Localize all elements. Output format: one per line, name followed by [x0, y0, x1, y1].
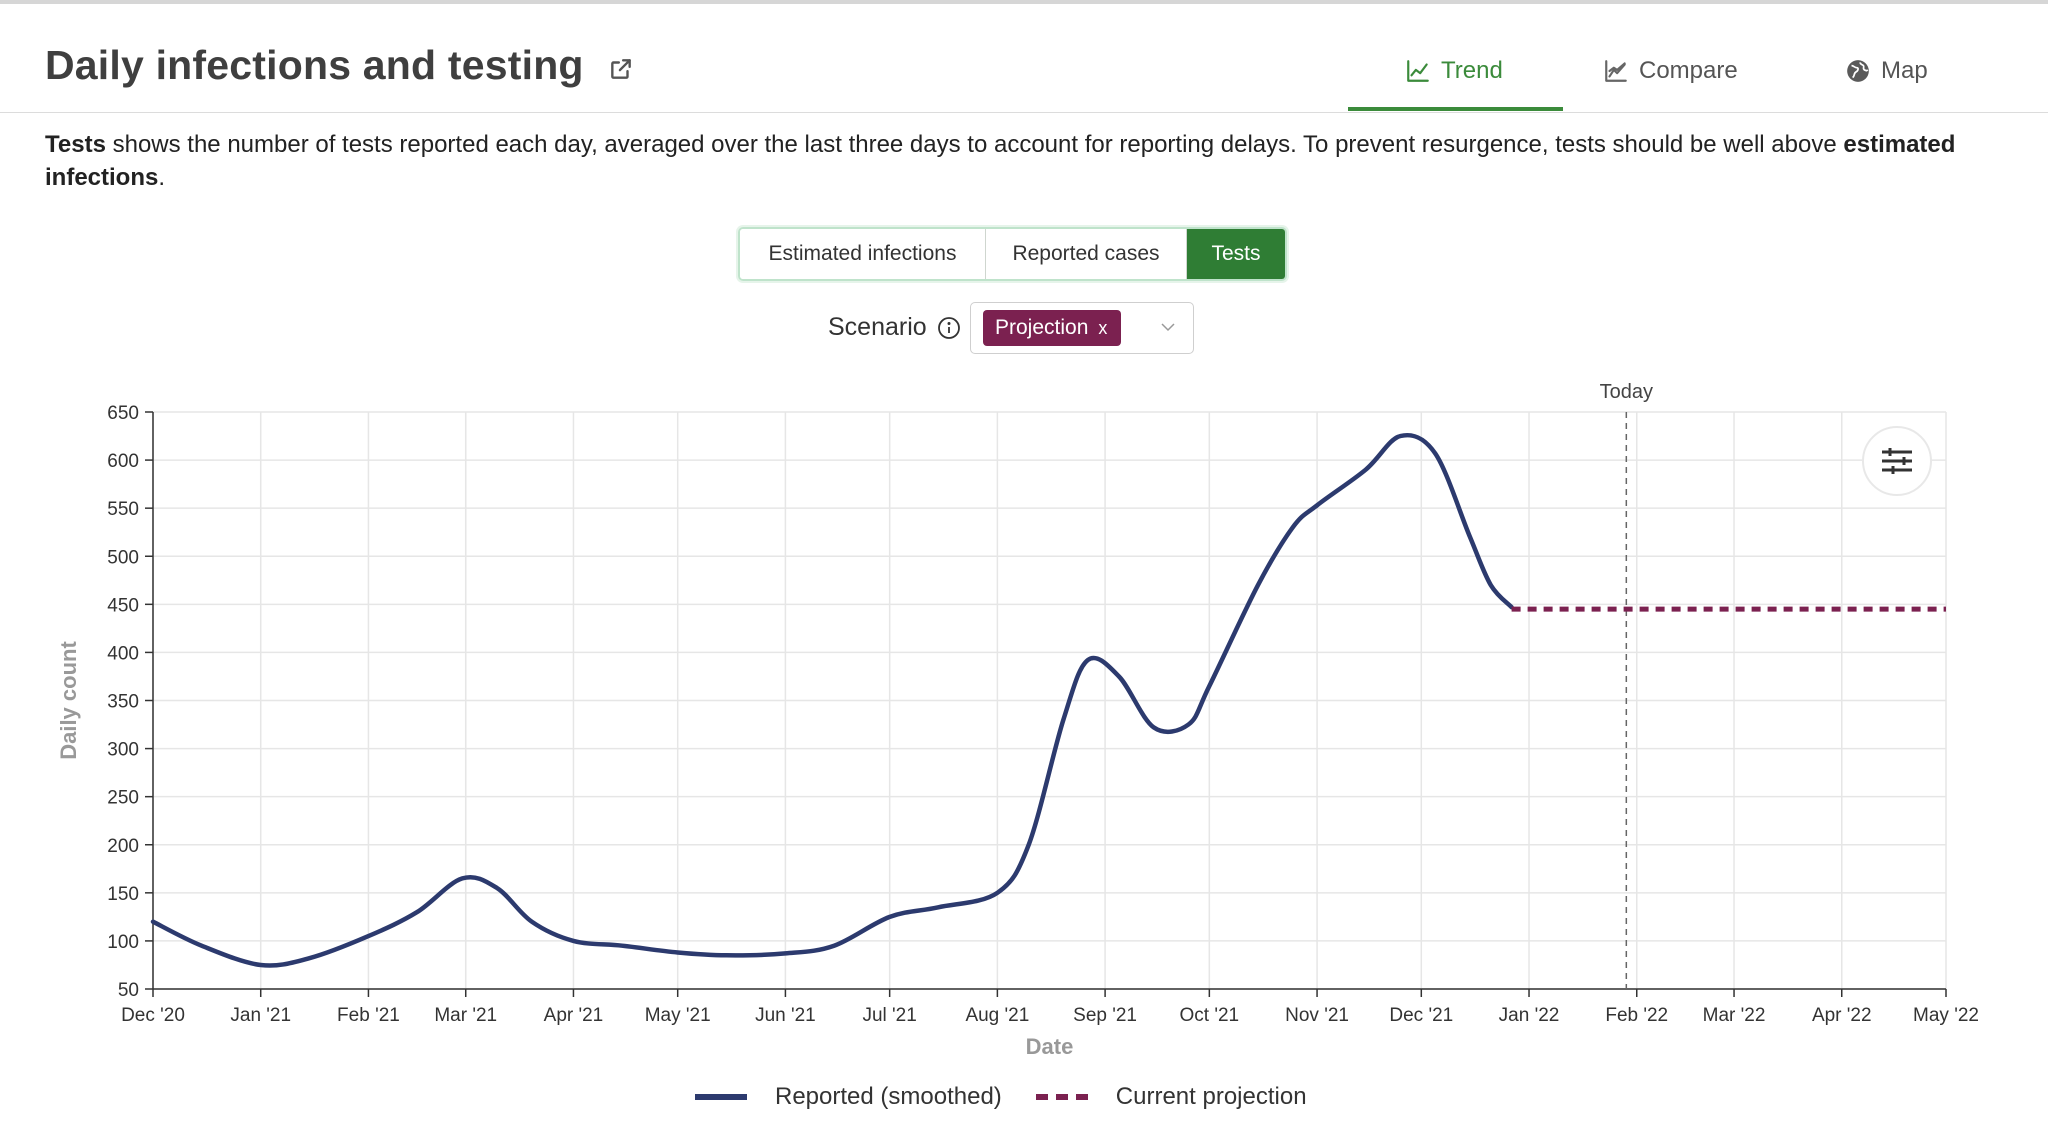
- tab-map[interactable]: Map: [1845, 54, 1928, 88]
- scenario-select[interactable]: Projection x: [970, 302, 1194, 354]
- toggle-tests[interactable]: Tests: [1187, 229, 1285, 279]
- scenario-tag: Projection x: [983, 310, 1122, 346]
- scenario-label: Scenario: [828, 313, 961, 342]
- description-lead: Tests: [45, 131, 106, 158]
- globe-icon: [1847, 60, 1869, 82]
- tab-trend[interactable]: Trend: [1405, 54, 1503, 88]
- tab-map-label: Map: [1881, 57, 1928, 84]
- y-tick-label: 650: [107, 403, 139, 424]
- x-tick-label: Apr '22: [1812, 1005, 1872, 1026]
- toggle-reported-cases[interactable]: Reported cases: [986, 229, 1187, 279]
- x-tick-label: Apr '21: [544, 1005, 604, 1026]
- legend-swatch-reported: [695, 1094, 747, 1100]
- x-tick-label: Jan '22: [1499, 1005, 1560, 1026]
- y-tick-label: 500: [107, 547, 139, 568]
- chart-settings-button[interactable]: [1862, 426, 1932, 496]
- x-tick-label: Dec '21: [1389, 1005, 1453, 1026]
- y-tick-label: 200: [107, 836, 139, 857]
- x-tick-label: Jun '21: [755, 1005, 816, 1026]
- y-tick-label: 600: [107, 451, 139, 472]
- legend-swatch-projection: [1035, 1094, 1088, 1100]
- x-tick-label: Oct '21: [1180, 1005, 1240, 1026]
- chevron-down-icon[interactable]: [1159, 318, 1177, 336]
- x-tick-label: May '21: [645, 1005, 711, 1026]
- tab-trend-label: Trend: [1441, 57, 1503, 84]
- tab-compare-label: Compare: [1639, 57, 1738, 84]
- active-tab-indicator: [1348, 107, 1563, 111]
- description-text: shows the number of tests reported each …: [105, 131, 1844, 158]
- y-tick-label: 100: [107, 932, 139, 953]
- x-tick-label: Aug '21: [965, 1005, 1029, 1026]
- info-icon[interactable]: [937, 316, 961, 340]
- y-axis-title: Daily count: [56, 641, 81, 760]
- x-tick-label: Feb '21: [337, 1005, 400, 1026]
- description-end: .: [158, 164, 166, 191]
- page-title: Daily infections and testing: [45, 42, 584, 88]
- y-tick-label: 250: [107, 788, 139, 809]
- legend-label-projection: Current projection: [1115, 1083, 1307, 1110]
- x-axis-title: Date: [1026, 1034, 1074, 1059]
- external-link-icon[interactable]: [608, 56, 634, 82]
- area-chart-icon: [1605, 60, 1627, 82]
- header-divider: [0, 112, 2048, 113]
- x-tick-label: Mar '22: [1703, 1005, 1766, 1026]
- x-tick-label: Sep '21: [1073, 1005, 1137, 1026]
- x-tick-label: May '22: [1913, 1005, 1979, 1026]
- chart-description: Tests shows the number of tests reported…: [45, 128, 1995, 194]
- tests-line-chart: 50 100 150 200 250 300 350 400 450 500 550 600 650 De…: [56, 381, 1979, 1059]
- y-tick-label: 550: [107, 499, 139, 520]
- y-tick-label: 450: [107, 595, 139, 616]
- description-bold-tail: estimated infections: [45, 131, 1956, 191]
- x-tick-label: Jul '21: [862, 1005, 916, 1026]
- line-chart-icon: [1407, 60, 1429, 82]
- x-tick-label: Feb '22: [1605, 1005, 1668, 1026]
- x-tick-label: Jan '21: [230, 1005, 291, 1026]
- legend-label-reported: Reported (smoothed): [775, 1083, 1002, 1110]
- y-tick-label: 400: [107, 643, 139, 664]
- chart-legend: Reported (smoothed) Current projection: [695, 1080, 1307, 1114]
- y-tick-label: 350: [107, 692, 139, 713]
- legend-item-projection[interactable]: Current projection: [1035, 1083, 1307, 1111]
- today-marker-label: Today: [1600, 381, 1653, 403]
- x-tick-label: Nov '21: [1285, 1005, 1349, 1026]
- metric-toggle: Estimated infections Reported cases Test…: [738, 227, 1287, 281]
- y-tick-label: 150: [107, 884, 139, 905]
- y-tick-label: 300: [107, 740, 139, 761]
- series-line-reported-smoothed: [150, 432, 1514, 968]
- scenario-tag-label: Projection: [995, 316, 1089, 339]
- x-tick-label: Mar '21: [434, 1005, 497, 1026]
- legend-item-reported[interactable]: Reported (smoothed): [695, 1083, 1002, 1111]
- top-border: [0, 0, 2048, 4]
- sliders-icon: [1882, 448, 1912, 474]
- x-tick-label: Dec '20: [121, 1005, 185, 1026]
- scenario-label-text: Scenario: [828, 313, 927, 341]
- toggle-estimated-infections[interactable]: Estimated infections: [740, 229, 986, 279]
- remove-tag-icon[interactable]: x: [1098, 317, 1108, 338]
- tab-compare[interactable]: Compare: [1603, 54, 1738, 88]
- y-tick-label: 50: [118, 980, 139, 1001]
